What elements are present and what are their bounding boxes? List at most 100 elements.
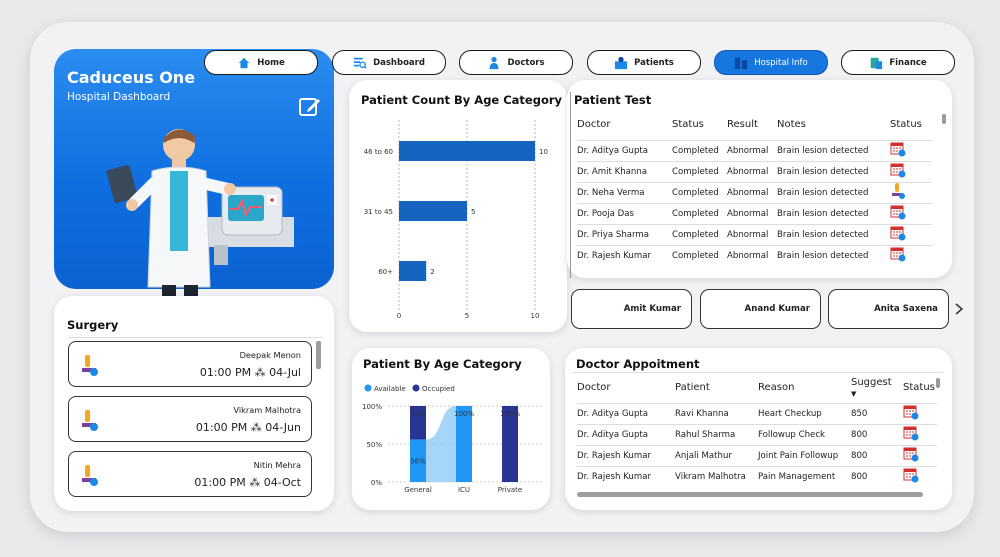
status-cell[interactable] [903,444,937,466]
status-cell[interactable] [890,202,932,224]
table-cell: Vikram Malhotra [675,465,758,487]
surgery-card[interactable]: Vikram Malhotra 01:00 PM ⁂ 04-Jun [68,396,312,442]
doctor-pill-label: Anita Saxena [874,304,938,314]
col-status: Status [903,382,935,394]
table-cell: Dr. Rajesh Kumar [577,444,675,466]
surgery-card[interactable]: Nitin Mehra 01:00 PM ⁂ 04-Oct [68,451,312,497]
appointment-panel: Doctor Appoitment Doctor Patient Reason … [565,348,952,510]
table-cell: Completed [672,223,727,245]
calendar-icon [890,142,906,157]
col-notes: Notes [777,119,806,131]
bar [399,261,427,281]
doctor-icon [490,56,499,69]
nav-home-label: Home [257,57,285,68]
calendar-icon [890,163,906,178]
calendar-icon [890,205,906,220]
col-suggest-label: Suggest [851,376,892,388]
surgery-icon [82,410,98,431]
data-label: 44% [410,410,426,418]
col-patient: Patient [675,382,710,394]
x-tick-label: 0 [397,312,401,320]
category-label: 46 to 60 [364,148,393,156]
data-label: 100% [500,410,520,418]
category-label: ICU [458,486,470,494]
surgery-time: 01:00 PM ⁂ 04-Jun [195,421,301,434]
table-row[interactable]: Dr. Amit Khanna Completed Abnormal Brain le… [577,160,932,182]
chevron-right-icon[interactable] [954,302,964,316]
hospital-icon [735,57,748,69]
appointment-h-scrollbar[interactable] [577,492,923,497]
table-row[interactable]: Dr. Pooja Das Completed Abnormal Brain lesi… [577,202,932,224]
app-subtitle: Hospital Dashboard [67,91,171,103]
table-cell: Dr. Priya Sharma [577,223,672,245]
status-cell[interactable] [890,181,932,203]
y-tick-label: 100% [362,403,382,411]
table-cell: Joint Pain Followup [758,444,851,466]
appointment-title: Doctor Appoitment [576,357,700,371]
status-cell[interactable] [890,244,932,266]
data-label: 2 [430,268,434,276]
status-cell[interactable] [903,465,937,487]
nav-patients-button[interactable]: Patients [587,50,701,75]
table-row[interactable]: Dr. Rajesh Kumar Anjali Mathur Joint Pain … [577,444,937,466]
nav-hospital-info-button[interactable]: Hospital Info [714,50,828,75]
table-row[interactable]: Dr. Aditya Gupta Completed Abnormal Brain l… [577,139,932,161]
table-row[interactable]: Dr. Rajesh Kumar Completed Abnormal Brain l… [577,244,932,266]
table-cell: Followup Check [758,423,851,445]
table-cell: Completed [672,160,727,182]
table-cell: Abnormal [727,202,777,224]
table-cell: Dr. Pooja Das [577,202,672,224]
table-row[interactable]: Dr. Priya Sharma Completed Abnormal Brain l… [577,223,932,245]
status-cell[interactable] [890,160,932,182]
table-cell: Heart Checkup [758,402,851,424]
table-cell: 800 [851,444,903,466]
surgery-scrollbar[interactable] [316,341,321,369]
bed-chart: Available Occupied 100% 50% 0% General ICU Priv… [362,384,542,494]
table-cell: Dr. Aditya Gupta [577,139,672,161]
table-cell: Rahul Sharma [675,423,758,445]
surgery-doctor: Deepak Menon [239,350,301,360]
age-count-chart-card: Patient Count By Age Category 0 5 10 10 46 t… [349,80,567,332]
nav-dashboard-button[interactable]: Dashboard [332,50,446,75]
calendar-icon [903,447,919,462]
nav-doctors-button[interactable]: Doctors [459,50,573,75]
calendar-icon [903,405,919,420]
table-row[interactable]: Dr. Aditya Gupta Ravi Khanna Heart Checkup… [577,402,937,424]
edit-icon[interactable] [298,95,322,119]
doctor-pill[interactable]: Anita Saxena [828,289,949,329]
table-row[interactable]: Dr. Rajesh Kumar Vikram Malhotra Pain Mana… [577,465,937,487]
doctor-pill[interactable]: Amit Kumar [571,289,692,329]
col-doctor: Doctor [577,382,611,394]
status-cell[interactable] [903,402,937,424]
age-count-chart: 0 5 10 10 46 to 60 5 31 to 45 2 60+ [364,120,548,320]
nav-finance-button[interactable]: Finance [841,50,955,75]
col-suggest[interactable]: Suggest ▼ [851,373,903,403]
surgery-card[interactable]: Deepak Menon 01:00 PM ⁂ 04-Jul [68,341,312,387]
data-label: 5 [471,208,475,216]
y-tick-label: 50% [366,441,382,449]
table-cell: 800 [851,423,903,445]
bar-available [456,406,472,482]
table-cell: Abnormal [727,244,777,266]
status-cell[interactable] [890,223,932,245]
table-cell: Brain lesion detected [777,139,890,161]
appointment-v-scrollbar[interactable] [936,378,940,388]
surgery-icon [82,465,98,486]
doctor-pill[interactable]: Anand Kumar [700,289,821,329]
status-cell[interactable] [903,423,937,445]
nav-home-button[interactable]: Home [204,50,318,75]
patient-test-scrollbar[interactable] [942,114,946,124]
table-cell: Dr. Rajesh Kumar [577,465,675,487]
calendar-icon [890,226,906,241]
surgery-time: 01:00 PM ⁂ 04-Oct [194,476,301,489]
table-row[interactable]: Dr. Aditya Gupta Rahul Sharma Followup Che… [577,423,937,445]
table-cell: Dr. Amit Khanna [577,160,672,182]
status-cell[interactable] [890,139,932,161]
patient-test-table: Doctor Status Result Notes Status Dr. Ad… [577,110,932,266]
table-row[interactable]: Dr. Neha Verma Completed Abnormal Brain les… [577,181,932,203]
table-cell: Dr. Aditya Gupta [577,423,675,445]
table-cell: Pain Management [758,465,851,487]
doctor-pill-label: Anand Kumar [744,304,810,314]
sort-desc-icon[interactable]: ▼ [851,389,857,398]
x-tick-label: 5 [465,312,469,320]
